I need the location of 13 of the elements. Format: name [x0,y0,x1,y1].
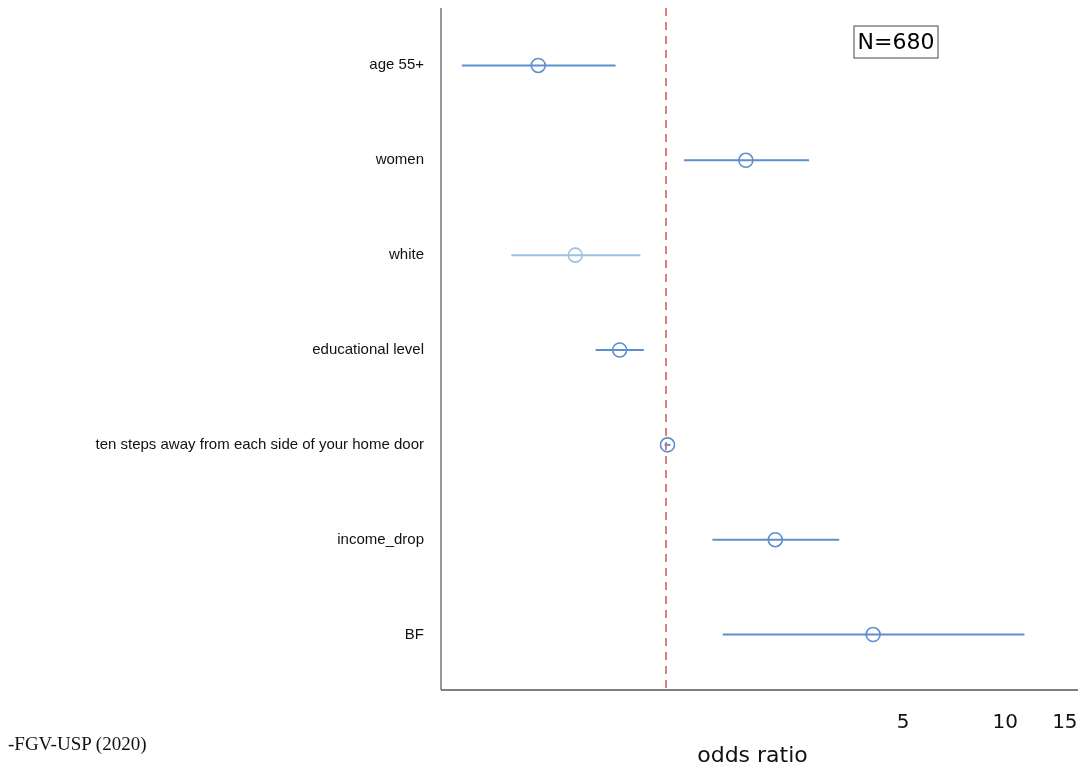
x-tick-label: 15 [1052,709,1078,733]
y-tick-label: BF [404,624,424,642]
y-tick-label: age 55+ [369,55,425,73]
x-tick-label: 10 [992,709,1018,733]
x-tick-label: 5 [896,709,910,733]
y-tick-label: income_drop [337,529,424,547]
y-tick-label: women [374,150,424,168]
text: -FGV-USP (2020) [8,733,147,755]
y-tick-label: educational level [312,339,424,357]
y-tick-label: white [387,245,424,263]
annotation: N=680 [857,29,935,54]
y-tick-label: ten steps away from each side of your home door [95,434,424,452]
x-axis-title: odds ratio [697,742,808,767]
